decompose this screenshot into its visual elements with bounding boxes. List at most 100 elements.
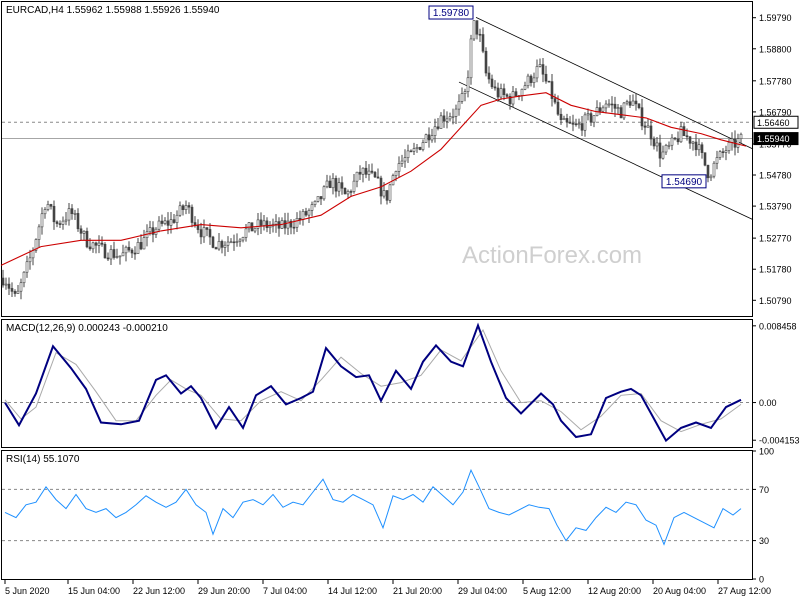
candle-body [670, 137, 674, 146]
time-tick-label: 5 Jun 2020 [5, 586, 50, 596]
price-annotation-label: 1.54690 [666, 177, 703, 188]
candle-body [415, 147, 419, 149]
candle-body [697, 144, 701, 151]
price-tick-label: 1.50790 [759, 296, 792, 306]
candle-body [184, 205, 188, 210]
candle-body [130, 249, 134, 254]
candle-body [127, 246, 131, 251]
candle-body [637, 103, 641, 108]
rsi-tick-label: 30 [759, 536, 769, 546]
candle-body [613, 103, 617, 109]
macd-tick-label: 0.00 [759, 398, 777, 408]
candle-body [592, 115, 596, 123]
candle-body [247, 222, 251, 230]
rsi-tick-label: 100 [759, 447, 774, 457]
candle-body [160, 220, 164, 224]
candle-body [289, 220, 293, 228]
candle-body [550, 81, 554, 99]
candle-body [721, 151, 725, 153]
candle-body [718, 151, 722, 158]
candle-body [526, 75, 530, 87]
candle-body [706, 164, 710, 179]
macd-tick-label: -0.004153 [759, 436, 800, 446]
candle-body [460, 93, 464, 102]
candle-body [172, 219, 176, 223]
candle-body [625, 101, 629, 104]
candle-body [223, 244, 227, 248]
candle-body [187, 205, 191, 208]
candle-body [73, 213, 77, 215]
current-price-label: 1.55940 [757, 134, 790, 144]
candle-body [712, 162, 716, 177]
candle-body [400, 160, 404, 164]
price-layer: 1.597901.588001.577801.567901.557701.547… [0, 5, 799, 306]
candle-body [541, 64, 545, 75]
price-annotation-box [661, 174, 707, 189]
candle-body [157, 220, 161, 230]
candle-body [208, 229, 212, 238]
candle-body [451, 116, 455, 118]
candle-body [634, 100, 638, 105]
channel-upper-line [475, 17, 754, 150]
candle-body [448, 116, 452, 120]
candle-body [496, 87, 500, 98]
current-price-label-box [753, 132, 799, 146]
candle-body [649, 125, 653, 140]
price-tick-label: 1.51780 [759, 265, 792, 275]
time-tick-label: 27 Aug 12:00 [718, 586, 771, 596]
candle-body [286, 220, 290, 229]
candle-body [118, 255, 122, 258]
time-tick-label: 7 Jul 04:00 [263, 586, 307, 596]
candle-body [13, 291, 17, 294]
candle-body [481, 34, 485, 52]
candle-body [688, 136, 692, 144]
candle-body [532, 77, 536, 83]
candle-body [547, 80, 551, 83]
candle-body [205, 227, 209, 230]
rsi-title: RSI(14) 55.1070 [6, 454, 80, 465]
candle-body [682, 126, 686, 137]
candle-body [655, 142, 659, 147]
candle-body [478, 33, 482, 36]
candle-body [652, 138, 656, 147]
candle-body [631, 100, 635, 106]
candle-body [295, 218, 299, 228]
candle-body [691, 141, 695, 144]
price-tick-label: 1.54780 [759, 171, 792, 181]
candle-body [418, 147, 422, 150]
candle-body [34, 239, 38, 251]
candle-body [253, 228, 257, 232]
candle-body [490, 78, 494, 88]
candle-body [163, 220, 167, 224]
candle-body [643, 125, 647, 128]
candle-body [202, 227, 206, 238]
candle-body [364, 167, 368, 175]
candle-body [454, 108, 458, 117]
candle-body [226, 241, 230, 246]
candle-body [715, 157, 719, 164]
time-axis: 5 Jun 2020 15 Jun 04:00 22 Jun 12:00 29 Jun… [4, 580, 771, 596]
candle-body [100, 242, 104, 245]
candle-body [70, 208, 74, 215]
candle-body [214, 247, 218, 250]
candle-body [397, 163, 401, 172]
price-tick-label: 1.57780 [759, 76, 792, 86]
candle-body [580, 123, 584, 131]
candle-body [40, 213, 44, 228]
candle-body [421, 142, 425, 150]
candle-body [445, 118, 449, 122]
candle-body [367, 170, 371, 175]
candle-body [229, 241, 233, 244]
candle-body [106, 257, 110, 260]
candle-body [199, 229, 203, 238]
candle-body [142, 237, 146, 250]
candle-body [268, 225, 272, 229]
candle-body [52, 205, 56, 223]
price-tick-label: 1.59790 [759, 13, 792, 23]
candle-body [151, 227, 155, 235]
candle-body [562, 118, 566, 121]
candle-body [487, 72, 491, 80]
resistance-label: 1.56460 [757, 118, 790, 128]
candle-body [667, 144, 671, 147]
candle-body [232, 241, 236, 244]
